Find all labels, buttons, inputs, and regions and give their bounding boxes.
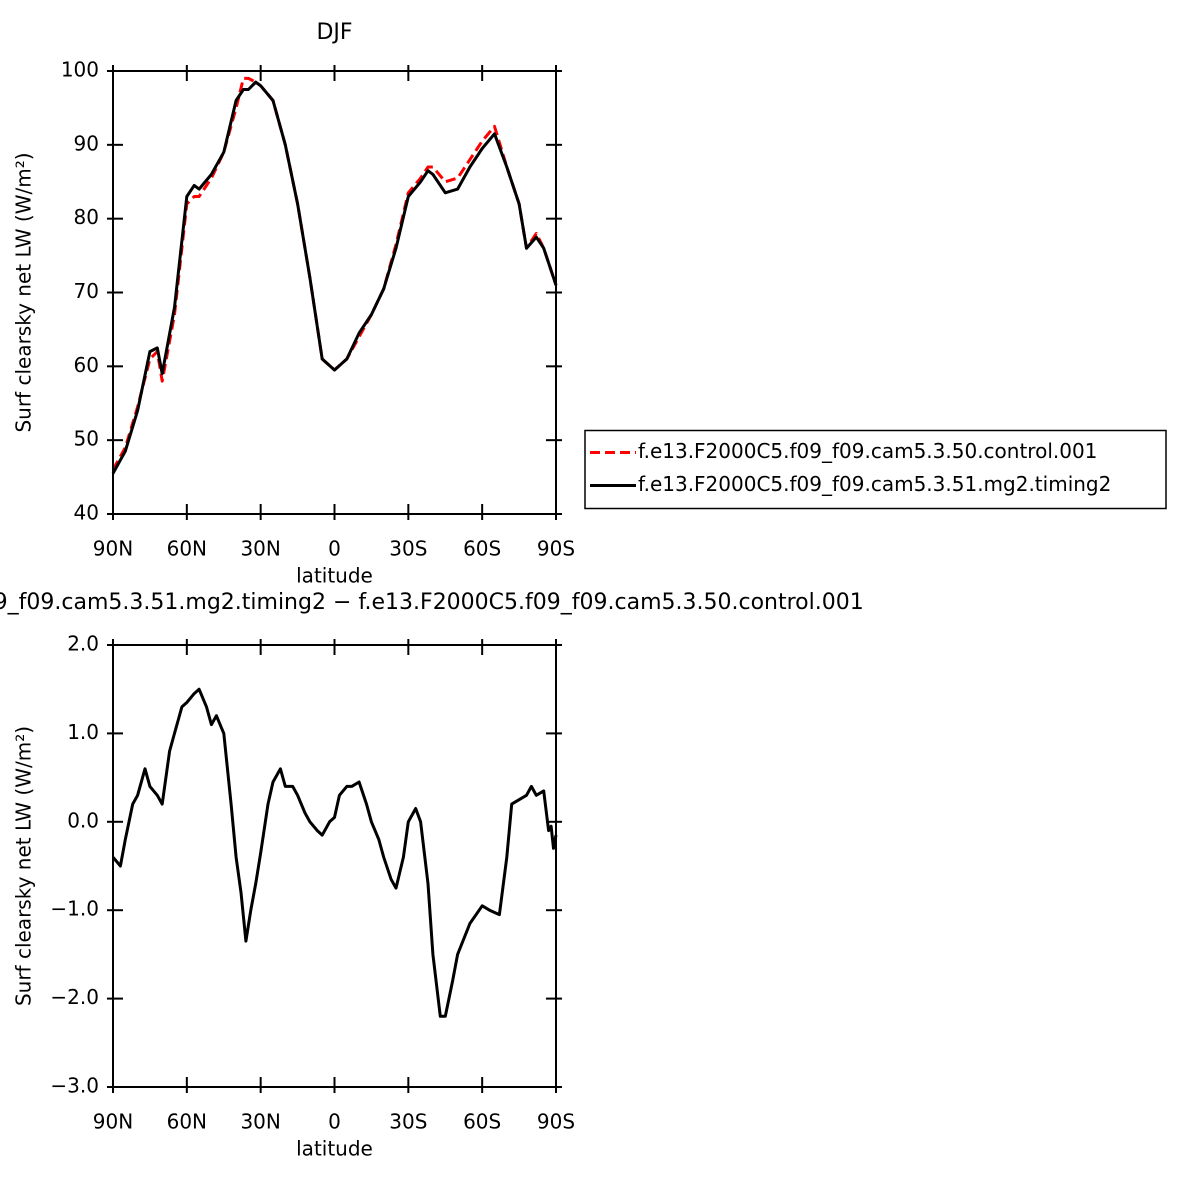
x-tick-label: 90S — [537, 1110, 575, 1134]
y-tick-label: 60 — [74, 353, 99, 377]
legend-box — [584, 429, 1167, 510]
data-line — [111, 80, 558, 475]
x-tick-label: 60N — [167, 537, 207, 561]
x-axis-label: latitude — [296, 564, 373, 588]
x-tick-label: 0 — [328, 537, 341, 561]
x-tick-label: 90N — [93, 537, 133, 561]
y-tick-label: 90 — [74, 131, 99, 155]
x-tick-label: 60S — [463, 537, 501, 561]
y-axis-label: Surf clearsky net LW (W/m²) — [12, 726, 36, 1006]
y-tick-label: 50 — [74, 427, 99, 451]
chart-title: DJF — [316, 20, 352, 45]
plot-frame — [112, 70, 557, 515]
legend-label: f.e13.F2000C5.f09_f09.cam5.3.51.mg2.timi… — [638, 472, 1111, 496]
y-axis-label: Surf clearsky net LW (W/m²) — [12, 152, 36, 432]
y-tick-label: −3.0 — [50, 1074, 99, 1098]
y-tick-label: 80 — [74, 205, 99, 229]
legend-label: f.e13.F2000C5.f09_f09.cam5.3.50.control.… — [638, 439, 1097, 463]
chart-title: f.e13.F2000C5.f09_f09.cam5.3.51.mg2.timi… — [0, 590, 864, 615]
x-tick-label: 60S — [463, 1110, 501, 1134]
y-tick-label: 70 — [74, 279, 99, 303]
x-tick-label: 90S — [537, 537, 575, 561]
x-tick-label: 30S — [389, 537, 427, 561]
x-tick-label: 0 — [328, 1110, 341, 1134]
y-tick-label: 2.0 — [67, 632, 99, 656]
x-tick-label: 60N — [167, 1110, 207, 1134]
x-tick-label: 30N — [240, 537, 280, 561]
y-tick-label: −1.0 — [50, 897, 99, 921]
x-tick-label: 30N — [240, 1110, 280, 1134]
y-tick-label: 1.0 — [67, 720, 99, 744]
x-tick-label: 90N — [93, 1110, 133, 1134]
data-line — [111, 687, 558, 1018]
y-tick-label: −2.0 — [50, 985, 99, 1009]
plot-frame — [112, 644, 557, 1088]
y-tick-label: 0.0 — [67, 808, 99, 832]
x-axis-label: latitude — [296, 1137, 373, 1161]
y-tick-label: 100 — [61, 58, 99, 82]
x-tick-label: 30S — [389, 1110, 427, 1134]
y-tick-label: 40 — [74, 501, 99, 525]
